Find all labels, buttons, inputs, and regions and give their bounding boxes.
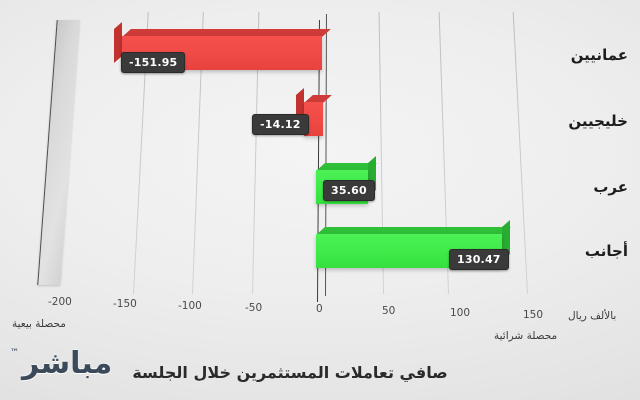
chart-title: صافي تعاملات المستثمرين خلال الجلسة <box>132 363 448 382</box>
gridline-150 <box>512 12 528 294</box>
xtick--100: -100 <box>178 300 202 312</box>
axis-caption-buying: محصلة شرائية <box>494 330 558 342</box>
value-label-omanis: -151.95 <box>121 52 186 73</box>
bar-gulf[interactable] <box>296 88 332 136</box>
xtick-150: 150 <box>523 309 544 321</box>
axis-caption-selling: محصلة بيعية <box>12 318 66 330</box>
value-label-arabs: 35.60 <box>323 180 375 201</box>
category-label-arabs: عرب <box>593 178 628 196</box>
xtick-100: 100 <box>450 307 471 319</box>
logo-wordmark: مباشر <box>22 346 113 381</box>
axis-wall-panel <box>37 20 80 285</box>
value-label-foreigners: 130.47 <box>449 249 509 270</box>
category-label-omanis: عمانيين <box>570 46 628 64</box>
trademark-symbol: ™ <box>10 348 19 358</box>
xtick--150: -150 <box>113 298 137 310</box>
xtick--50: -50 <box>245 302 263 314</box>
axis-caption-units: بالألف ريال <box>568 310 617 322</box>
xtick-50: 50 <box>382 305 396 317</box>
value-label-gulf: -14.12 <box>252 114 309 135</box>
xtick-0: 0 <box>316 303 323 315</box>
category-label-gulf: خليجيين <box>568 112 628 130</box>
xtick--200: -200 <box>48 296 72 308</box>
category-label-foreigners: أجانب <box>584 242 628 260</box>
bar-front-face <box>304 102 323 136</box>
mubasher-logo: مباشر ™ <box>8 342 138 388</box>
